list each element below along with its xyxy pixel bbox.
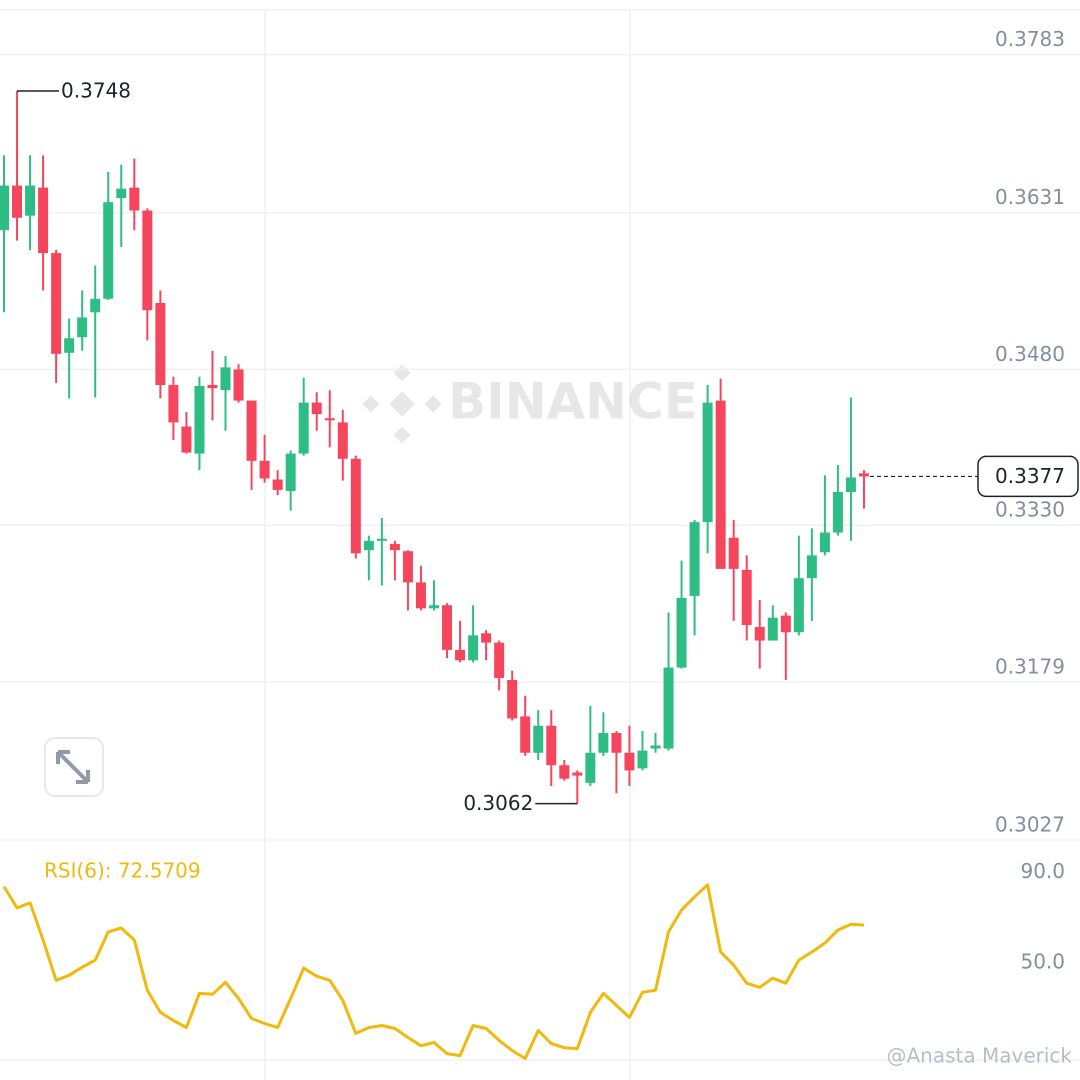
candle-body [311,402,322,415]
candle-body [233,369,244,401]
candle-body [415,582,426,609]
candle-body [0,185,9,231]
candle-body [142,210,153,311]
candle-body [272,479,283,490]
last-price-box [977,455,1079,498]
candle-body [155,302,166,386]
candle-body [624,752,635,771]
candle-body [389,543,400,551]
candle-body [598,733,609,753]
candle-body [116,188,127,199]
high-label: 0.3748 [61,79,131,103]
candle-body [559,765,570,779]
candle-body [663,667,674,749]
candle-body [38,187,49,254]
candle-body [428,605,439,609]
candle-body [832,492,843,533]
candle-body [728,537,739,569]
candle-body [51,253,62,354]
candle-body [611,733,622,753]
candle-body [25,185,36,216]
y-tick-label: 0.3179 [995,655,1065,679]
candle-body [376,538,387,541]
candle-body [572,772,583,776]
candle-body [259,460,270,479]
y-tick-label: 0.3631 [995,185,1065,209]
expand-button[interactable] [44,737,104,797]
low-label: 0.3062 [463,791,533,815]
candle-body [324,418,335,421]
candle-body [650,745,661,749]
watermark-text: BINANCE [448,373,698,431]
y-tick-label: 0.3330 [995,498,1065,522]
candle-body [676,597,687,668]
y-tick-label: 0.3480 [995,342,1065,366]
candles [0,91,869,804]
candle-body [858,473,869,477]
candle-body [12,185,23,218]
candle-body [168,385,179,423]
credit: @Anasta Maverick [887,1044,1073,1068]
candle-body [103,202,114,299]
rsi-line [2,883,865,1060]
expand-icon[interactable] [56,750,90,784]
candle-body [819,532,830,553]
candle-body [207,385,218,389]
candle-body [246,400,257,461]
y-tick-label: 0.3783 [995,27,1065,51]
candle-body [689,522,700,596]
candle-body [767,617,778,641]
candle-body [845,477,856,493]
candle-body [520,716,531,753]
candle-body [442,605,453,650]
candle-body [780,615,791,633]
rsi-title: RSI(6): 72.5709 [44,859,201,883]
candle-body [181,426,192,453]
y-tick-label: 50.0 [1020,950,1065,974]
candle-body [793,578,804,633]
candle-body [285,453,296,491]
candle-body [494,642,505,678]
candle-body [350,458,361,554]
last-price-label: 0.3377 [995,464,1065,488]
y-tick-label: 90.0 [1020,859,1065,883]
logo-part [389,391,415,417]
candle-body [533,725,544,753]
candle-body [64,338,75,353]
candle-body [455,649,466,661]
candle-body [220,367,231,391]
candle-body [806,555,817,579]
candle-body [546,725,557,766]
y-tick-label: 0.3027 [995,813,1065,837]
candle-body [585,752,596,783]
candle-body [298,402,309,454]
candle-body [194,386,205,454]
candle-body [363,540,374,551]
candle-body [702,402,713,523]
candle-body [129,187,140,211]
candle-body [402,551,413,583]
candle-body [637,750,648,769]
candle-body [77,317,88,338]
candle-body [468,635,479,661]
candle-body [741,569,752,625]
candle-body [507,680,518,719]
candle-body [715,400,726,569]
candle-body [481,633,492,643]
candle-body [337,422,348,459]
candle-body [90,298,101,313]
candle-body [754,627,765,641]
